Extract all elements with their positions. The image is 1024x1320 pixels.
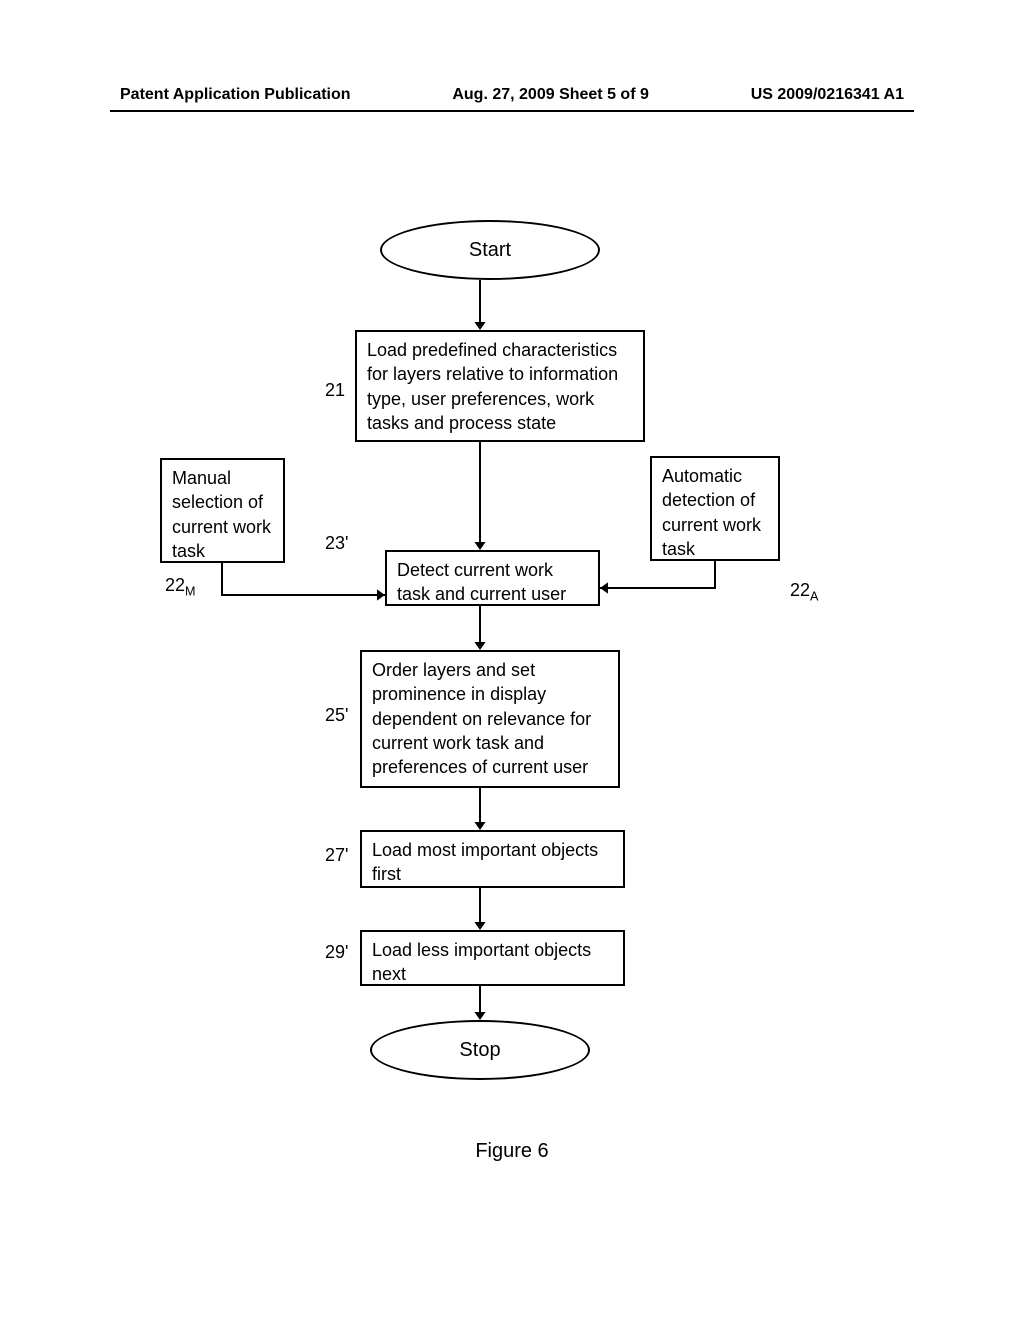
header-left: Patent Application Publication: [120, 86, 351, 104]
node-22m: Manual selection of current work task: [160, 458, 285, 563]
header-right: US 2009/0216341 A1: [751, 86, 904, 104]
header-center: Aug. 27, 2009 Sheet 5 of 9: [452, 86, 649, 104]
node-22a: Automatic detection of current work task: [650, 456, 780, 561]
node-21: Load predefined characteristics for laye…: [355, 330, 645, 442]
header-rule: [110, 110, 914, 112]
start-terminator: Start: [380, 220, 600, 280]
stop-terminator: Stop: [370, 1020, 590, 1080]
node-27: Load most important objects first: [360, 830, 625, 888]
node-27-text: Load most important objects first: [372, 840, 598, 884]
page-header: Patent Application Publication Aug. 27, …: [0, 86, 1024, 104]
stop-label: Stop: [459, 1039, 500, 1062]
label-27: 27': [325, 845, 348, 866]
node-23-text: Detect current work task and current use…: [397, 560, 566, 604]
figure-caption: Figure 6: [0, 1140, 1024, 1163]
label-23: 23': [325, 533, 348, 554]
node-29: Load less important objects next: [360, 930, 625, 986]
node-25-text: Order layers and set prominence in displ…: [372, 660, 591, 777]
node-29-text: Load less important objects next: [372, 940, 591, 984]
node-22a-text: Automatic detection of current work task: [662, 466, 761, 559]
label-21: 21: [325, 380, 345, 401]
flowchart: Start Load predefined characteristics fo…: [0, 200, 1024, 1200]
node-21-text: Load predefined characteristics for laye…: [367, 340, 618, 433]
label-22a: 22A: [790, 580, 818, 604]
node-22m-text: Manual selection of current work task: [172, 468, 271, 561]
node-25: Order layers and set prominence in displ…: [360, 650, 620, 788]
label-22m: 22M: [165, 575, 196, 599]
start-label: Start: [469, 239, 511, 262]
label-25: 25': [325, 705, 348, 726]
node-23: Detect current work task and current use…: [385, 550, 600, 606]
label-29: 29': [325, 942, 348, 963]
